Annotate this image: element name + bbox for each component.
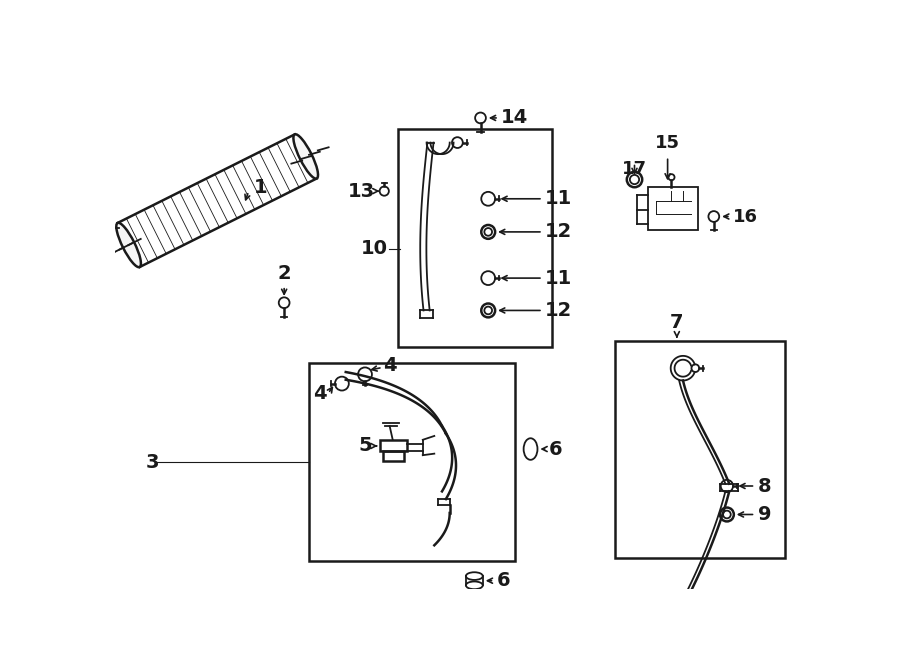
- Text: 17: 17: [622, 160, 647, 177]
- Text: 7: 7: [670, 313, 684, 332]
- Text: 11: 11: [545, 189, 572, 209]
- Text: 8: 8: [758, 477, 771, 495]
- Text: 3: 3: [146, 453, 159, 471]
- Bar: [398, 130, 552, 347]
- Text: 4: 4: [382, 356, 396, 375]
- Ellipse shape: [116, 223, 141, 267]
- Text: 2: 2: [277, 263, 291, 283]
- Text: 5: 5: [358, 436, 372, 455]
- Text: 10: 10: [361, 240, 388, 258]
- Text: 9: 9: [758, 505, 771, 524]
- Bar: [616, 341, 785, 558]
- Bar: [648, 187, 698, 230]
- Text: 15: 15: [655, 134, 680, 152]
- Bar: [309, 363, 515, 561]
- Text: 16: 16: [734, 207, 758, 226]
- Text: 12: 12: [545, 222, 572, 242]
- Bar: [381, 440, 408, 451]
- Text: 1: 1: [254, 177, 267, 197]
- Bar: [382, 451, 404, 461]
- Text: 14: 14: [501, 109, 528, 128]
- Text: 6: 6: [549, 440, 562, 459]
- Text: 13: 13: [348, 181, 375, 201]
- Text: 12: 12: [545, 301, 572, 320]
- Text: 11: 11: [545, 269, 572, 287]
- Text: 6: 6: [497, 571, 510, 591]
- Text: 4: 4: [313, 384, 327, 403]
- Ellipse shape: [293, 134, 318, 179]
